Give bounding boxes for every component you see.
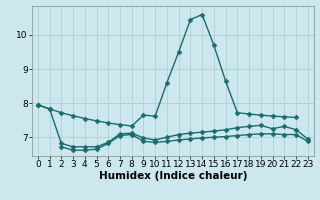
X-axis label: Humidex (Indice chaleur): Humidex (Indice chaleur) [99,171,247,181]
